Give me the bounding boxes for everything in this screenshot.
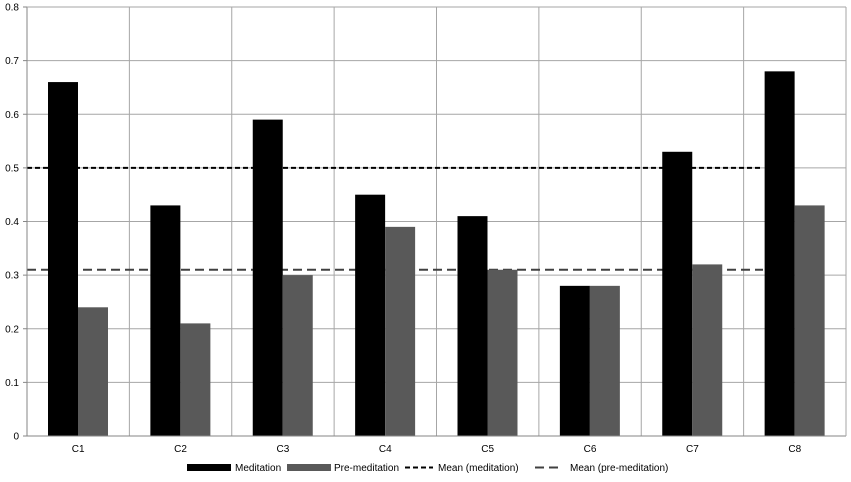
legend-mean-pre-meditation-label: Mean (pre-meditation) <box>570 463 668 474</box>
x-tick-label: C1 <box>72 444 85 455</box>
y-tick-label: 0.5 <box>5 163 19 174</box>
y-tick-label: 0.2 <box>5 324 19 335</box>
legend-pre-meditation-label: Pre-meditation <box>334 463 399 474</box>
axes <box>23 6 847 437</box>
x-tick-label: C2 <box>174 444 187 455</box>
x-tick-label: C6 <box>584 444 597 455</box>
x-tick-label: C7 <box>686 444 699 455</box>
bar-pre-meditation-c8 <box>794 205 825 436</box>
x-tick-label: C4 <box>379 444 392 455</box>
y-tick-label: 0.6 <box>5 110 19 121</box>
x-tick-label: C3 <box>277 444 290 455</box>
bar-meditation-c7 <box>662 151 693 436</box>
bars <box>48 71 825 437</box>
bar-pre-meditation-c2 <box>180 323 211 436</box>
y-tick-label: 0.1 <box>5 378 19 389</box>
bar-meditation-c1 <box>48 82 78 436</box>
bar-pre-meditation-c4 <box>385 226 416 436</box>
bar-meditation-c4 <box>355 194 386 436</box>
bar-meditation-c5 <box>457 216 488 436</box>
bar-pre-meditation-c3 <box>282 275 313 436</box>
bar-pre-meditation-c6 <box>589 285 620 436</box>
x-tick-label: C8 <box>788 444 801 455</box>
bar-meditation-c8 <box>764 71 795 436</box>
legend: Meditation Pre-meditation Mean (meditation… <box>187 463 668 474</box>
y-tick-label: 0 <box>13 432 19 443</box>
x-tick-labels: C1 C2 C3 C4 C5 C6 C7 C8 <box>72 444 802 455</box>
y-tick-label: 0.3 <box>5 271 19 282</box>
legend-pre-meditation-swatch <box>287 464 331 471</box>
legend-meditation-swatch <box>187 464 231 471</box>
legend-meditation-label: Meditation <box>235 463 281 474</box>
y-tick-labels: 0 0.1 0.2 0.3 0.4 0.5 0.6 0.7 0.8 <box>5 3 19 443</box>
bar-meditation-c3 <box>252 119 283 437</box>
legend-mean-meditation-label: Mean (meditation) <box>438 463 519 474</box>
y-tick-label: 0.4 <box>5 217 19 228</box>
bar-pre-meditation-c7 <box>692 264 723 436</box>
bar-meditation-c2 <box>150 205 181 436</box>
y-tick-label: 0.8 <box>5 3 19 14</box>
y-tick-label: 0.7 <box>5 56 19 67</box>
x-tick-label: C5 <box>481 444 494 455</box>
gridlines <box>27 6 847 436</box>
bar-meditation-c6 <box>559 285 590 436</box>
bar-pre-meditation-c1 <box>78 307 108 436</box>
bar-pre-meditation-c5 <box>487 269 518 436</box>
